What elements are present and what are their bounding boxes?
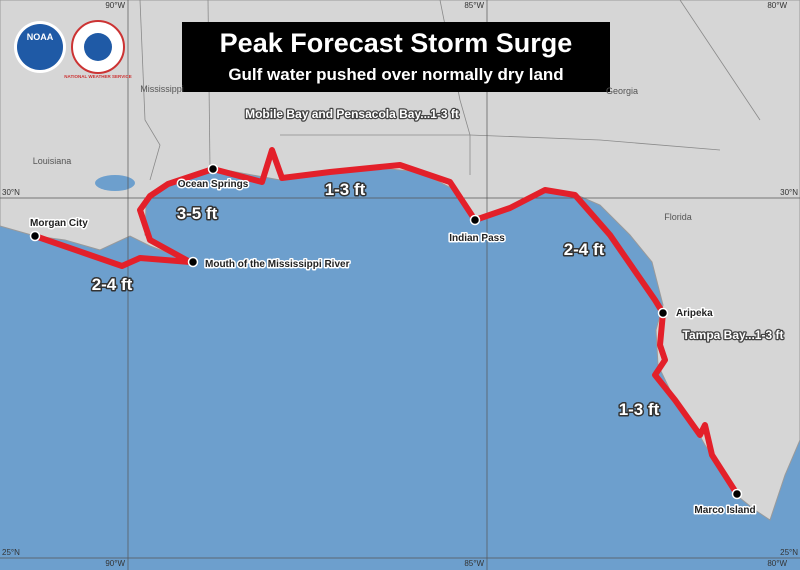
- latitude-label: 30°N: [2, 188, 20, 197]
- location-marker: [29, 230, 41, 242]
- subtitle: Gulf water pushed over normally dry land: [228, 65, 563, 84]
- logo-text: NATIONAL WEATHER SERVICE: [64, 74, 131, 79]
- latitude-label: 25°N: [2, 548, 20, 557]
- location-label: Aripeka: [676, 308, 713, 319]
- location-label: Mouth of the Mississippi River: [205, 259, 350, 270]
- longitude-label: 80°W: [767, 1, 787, 10]
- latitude-label: 30°N: [780, 188, 798, 197]
- lake: [95, 175, 135, 191]
- location-label: Ocean Springs: [178, 179, 249, 190]
- state-border: [469, 134, 721, 151]
- region-label: Mississippi: [140, 84, 184, 94]
- location-label: Marco Island: [694, 505, 755, 516]
- region-label: Louisiana: [33, 156, 72, 166]
- title-box: [182, 22, 610, 92]
- location-marker: [187, 256, 199, 268]
- longitude-label: 85°W: [464, 559, 484, 568]
- location-marker: [731, 488, 743, 500]
- state-border: [139, 0, 161, 181]
- nws-logo-inner: [84, 33, 112, 61]
- surge-label: 1-3 ft: [325, 180, 366, 199]
- surge-coastline: [32, 147, 740, 497]
- bay-label: Mobile Bay and Pensacola Bay...1-3 ft: [245, 107, 459, 121]
- state-border: [679, 0, 761, 121]
- header: Peak Forecast Storm Surge Gulf water pus…: [14, 20, 610, 92]
- surge-label: 2-4 ft: [564, 240, 605, 259]
- location-marker: [469, 214, 481, 226]
- surge-label: 3-5 ft: [177, 204, 218, 223]
- longitude-label: 90°W: [105, 559, 125, 568]
- surge-label: 2-4 ft: [92, 275, 133, 294]
- longitude-label: 85°W: [464, 1, 484, 10]
- latitude-label: 25°N: [780, 548, 798, 557]
- title: Peak Forecast Storm Surge: [220, 28, 573, 58]
- surge-label: 1-3 ft: [619, 400, 660, 419]
- logo-text: NOAA: [27, 32, 54, 42]
- location-label: Morgan City: [30, 218, 88, 229]
- location-marker: [657, 307, 669, 319]
- location-marker: [207, 163, 219, 175]
- location-label: Indian Pass: [449, 233, 505, 244]
- noaa-logo-inner: [17, 24, 63, 70]
- region-label: Florida: [664, 212, 692, 222]
- longitude-label: 90°W: [105, 1, 125, 10]
- region-label: Georgia: [606, 86, 638, 96]
- bay-label: Tampa Bay...1-3 ft: [683, 328, 784, 342]
- longitude-label: 80°W: [767, 559, 787, 568]
